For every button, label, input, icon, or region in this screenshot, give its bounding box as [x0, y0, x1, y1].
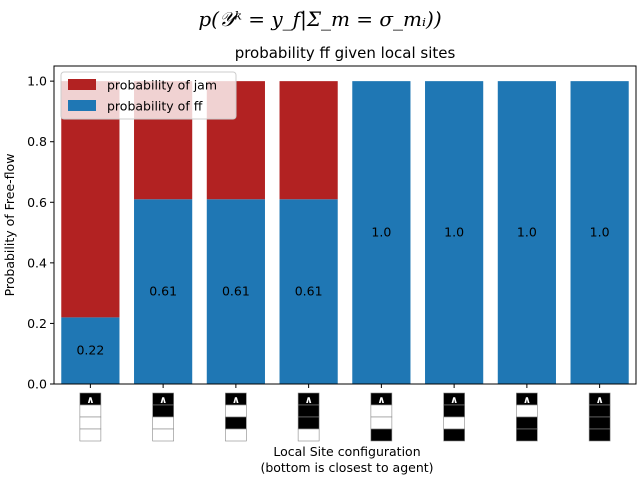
data-label-3: 0.61 [222, 284, 250, 299]
data-label-8: 1.0 [590, 225, 610, 240]
data-label-5: 1.0 [371, 225, 391, 240]
site-cell-1 [297, 404, 320, 418]
agent-marker: ∧ [86, 395, 94, 406]
agent-marker: ∧ [523, 395, 531, 406]
site-cell-1 [370, 404, 393, 418]
site-cell-3 [588, 428, 611, 442]
site-cell-1 [79, 404, 102, 418]
site-config-6: ∧ [443, 392, 465, 442]
site-cell-3 [370, 428, 393, 442]
site-cell-1 [152, 404, 174, 418]
site-configurations: ∧ ∧ ∧ ∧ ∧ ∧ ∧ ∧ [79, 384, 611, 442]
site-cell-2 [79, 416, 102, 430]
legend-box [60, 71, 237, 120]
y-tick-label-4: 0.8 [27, 134, 47, 149]
agent-marker: ∧ [377, 395, 385, 406]
y-tick-label-1: 0.2 [27, 316, 47, 331]
bar-ff-5 [352, 81, 411, 385]
data-label-7: 1.0 [517, 225, 537, 240]
plot-frame [53, 65, 637, 385]
site-cell-3 [225, 428, 247, 442]
y-axis: 0.0 0.2 0.4 0.6 0.8 1.0 [27, 74, 54, 392]
site-config-3: ∧ [225, 392, 247, 442]
site-cell-2 [516, 416, 538, 430]
site-cell-3 [516, 428, 538, 442]
site-config-7: ∧ [516, 392, 538, 442]
bar-ff-1 [61, 317, 120, 384]
site-cell-2 [297, 416, 320, 430]
bar-jam-4 [279, 81, 338, 200]
agent-marker: ∧ [232, 395, 240, 406]
plot-area: 0.22 0.61 0.61 0.61 1.0 1.0 1.0 1.0 [53, 65, 637, 385]
site-cell-3 [443, 428, 465, 442]
site-cell-2 [588, 416, 611, 430]
x-axis-label-line1: Local Site configuration [273, 444, 420, 459]
bar-ff-2 [134, 199, 193, 384]
site-cell-1 [443, 404, 465, 418]
site-config-2: ∧ [152, 392, 174, 442]
y-tick-label-2: 0.4 [27, 255, 47, 270]
site-cell-3 [79, 428, 102, 442]
site-cell-2 [225, 416, 247, 430]
site-cell-1 [225, 404, 247, 418]
agent-marker: ∧ [596, 395, 604, 406]
legend-label-jam: probability of jam [107, 78, 217, 93]
x-axis-label-line2: (bottom is closest to agent) [260, 460, 433, 475]
bar-ff-3 [206, 199, 265, 384]
legend-label-ff: probability of ff [107, 99, 203, 114]
legend-swatch-ff [68, 100, 96, 111]
site-config-1: ∧ [79, 392, 102, 442]
bar-ff-8 [570, 81, 629, 385]
bar-ff-4 [279, 199, 338, 384]
site-config-5: ∧ [370, 392, 393, 442]
agent-marker: ∧ [305, 395, 313, 406]
legend-swatch-jam [68, 79, 96, 90]
agent-marker: ∧ [450, 395, 458, 406]
site-cell-3 [297, 428, 320, 442]
agent-marker: ∧ [159, 395, 167, 406]
data-label-2: 0.61 [149, 284, 177, 299]
site-config-4: ∧ [297, 392, 320, 442]
y-axis-label: Probability of Free-flow [2, 154, 17, 297]
chart-suptitle: p(𝒴ᵏ = y_f|Σ_m = σ_mᵢ)) [198, 7, 441, 32]
site-cell-1 [588, 404, 611, 418]
site-cell-1 [516, 404, 538, 418]
data-label-4: 0.61 [295, 284, 323, 299]
data-label-1: 0.22 [76, 343, 104, 358]
site-cell-2 [370, 416, 393, 430]
y-tick-label-0: 0.0 [27, 377, 47, 392]
bar-jam-1 [61, 81, 120, 318]
site-config-8: ∧ [588, 392, 611, 442]
bar-ff-7 [497, 81, 556, 385]
data-label-6: 1.0 [444, 225, 464, 240]
chart-title: probability ff given local sites [235, 44, 456, 62]
site-cell-3 [152, 428, 174, 442]
legend: probability of jam probability of ff [60, 71, 237, 120]
bar-ff-6 [425, 81, 484, 385]
site-cell-2 [443, 416, 465, 430]
y-tick-label-5: 1.0 [27, 74, 47, 89]
site-cell-2 [152, 416, 174, 430]
y-tick-label-3: 0.6 [27, 195, 47, 210]
